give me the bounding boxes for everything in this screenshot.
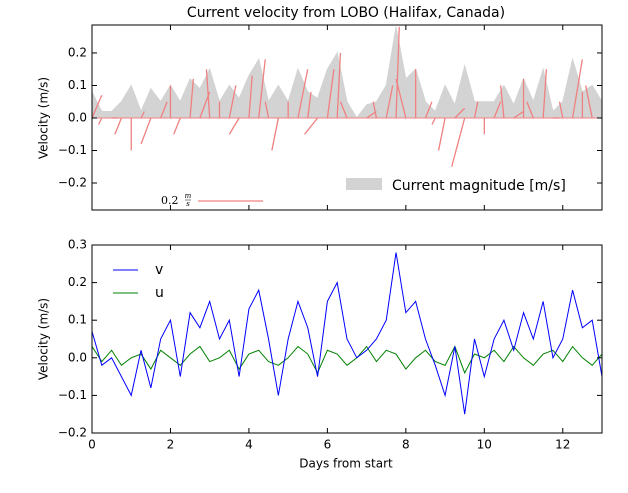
y-tick-label: 0.0 [68, 110, 87, 124]
y-tick-label: 0.1 [68, 78, 87, 92]
legend-label: Current magnitude [m/s] [392, 178, 566, 194]
velocity-stick [189, 78, 194, 119]
plot-area [92, 26, 602, 167]
x-axis-label: Days from start [299, 457, 393, 471]
x-tick-label: 6 [324, 438, 332, 452]
velocity-stick [336, 52, 342, 119]
y-tick-label: −0.2 [58, 176, 87, 190]
y-tick-label: 0.3 [68, 238, 87, 252]
y-tick-label: 0.1 [68, 313, 87, 327]
velocity-stick [271, 117, 279, 151]
velocity-stick [228, 85, 237, 119]
velocity-stick [372, 101, 378, 119]
velocity-stick [395, 78, 407, 119]
velocity-stick [473, 101, 479, 119]
velocity-stick [493, 101, 502, 119]
velocity-stick [248, 75, 253, 119]
legend-label: v [155, 262, 163, 278]
chart-title: Current velocity from LOBO (Halifax, Can… [187, 5, 505, 21]
series-line [91, 252, 603, 415]
x-tick-label: 0 [88, 438, 96, 452]
velocity-stick [258, 59, 266, 119]
velocity-stick [228, 117, 240, 135]
velocity-stick [114, 117, 123, 135]
velocity-stick [424, 101, 433, 119]
velocity-stick [339, 101, 348, 119]
y-axis-label: Velocity (m/s) [37, 77, 51, 159]
y-tick-label: 0.2 [68, 275, 87, 289]
y-tick-label: −0.1 [58, 388, 87, 402]
velocity-stick [160, 101, 168, 119]
velocity-stick [585, 85, 593, 119]
velocity-stick [97, 117, 103, 125]
velocity-stick [395, 26, 400, 119]
axes-frame [91, 244, 603, 434]
x-tick-label: 12 [555, 438, 570, 452]
velocity-stick [437, 117, 446, 151]
magnitude-area [92, 26, 602, 119]
velocity-stick [205, 69, 211, 119]
velocity-stick [173, 117, 181, 135]
velocity-stick [297, 69, 309, 119]
y-tick-label: −0.2 [58, 426, 87, 440]
y-tick-label: 0.0 [68, 350, 87, 364]
x-tick-label: 8 [402, 438, 410, 452]
velocity-stick [451, 117, 466, 167]
y-tick-label: 0.2 [68, 45, 87, 59]
y-axis-label: Velocity (m/s) [37, 298, 51, 380]
velocity-stick [140, 111, 145, 119]
velocity-stick [571, 59, 583, 119]
x-tick-label: 2 [167, 438, 175, 452]
velocity-stick [326, 69, 335, 119]
velocity-stick [140, 117, 152, 145]
quiver-key-num: m [185, 192, 192, 200]
y-tick-label: −0.1 [58, 143, 87, 157]
velocity-stick [542, 69, 548, 119]
velocity-stick [431, 117, 436, 125]
velocity-stick [92, 94, 103, 119]
series-line [91, 345, 603, 375]
velocity-stick [385, 85, 394, 119]
quiver-key-value: 0.2 [161, 194, 179, 207]
velocity-stick [558, 101, 564, 119]
velocity-stick [307, 91, 312, 119]
x-tick-label: 4 [245, 438, 253, 452]
legend-label: u [155, 285, 164, 301]
velocity-stick [304, 117, 319, 135]
velocity-stick [454, 107, 466, 119]
velocity-stick [513, 110, 524, 119]
velocity-stick [526, 101, 534, 119]
legend-swatch [346, 178, 382, 190]
x-tick-label: 10 [477, 438, 492, 452]
velocity-stick [264, 101, 270, 119]
axes-frame [91, 24, 603, 211]
quiver-key-den: s [186, 200, 190, 208]
velocity-stick [500, 85, 505, 119]
